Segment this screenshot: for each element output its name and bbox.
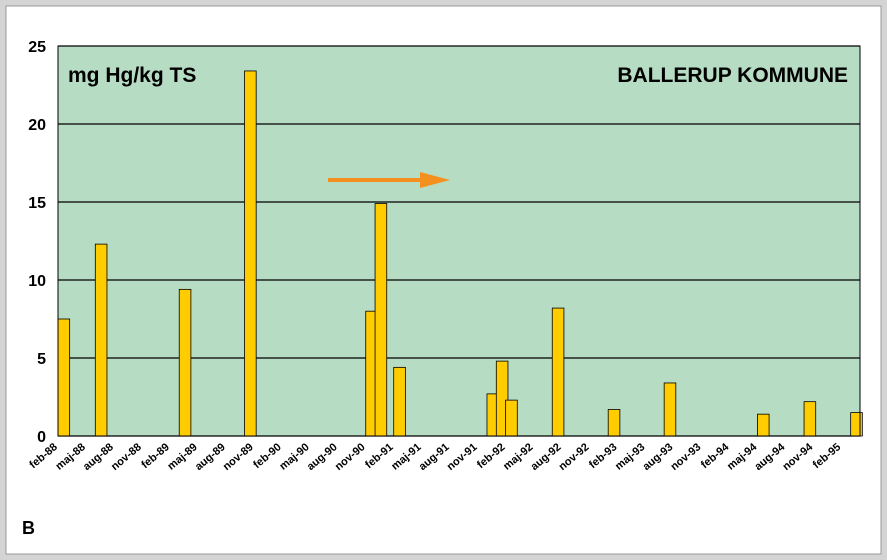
plot-background: [57, 45, 861, 437]
arrow: [328, 172, 450, 188]
plot-area: 0510152025feb-88maj-88aug-88nov-88feb-89…: [27, 39, 863, 473]
bar: [505, 399, 518, 437]
arrow-head: [420, 172, 450, 188]
y-tick-label: 5: [37, 351, 46, 368]
y-tick-label: 25: [28, 39, 46, 56]
title-annotation: BALLERUP KOMMUNE: [617, 64, 848, 87]
bar: [244, 70, 257, 437]
unit-annotation: mg Hg/kg TS: [68, 64, 196, 87]
y-tick-label: 10: [28, 273, 46, 290]
bar: [663, 382, 677, 437]
bar: [803, 401, 817, 437]
y-tick-label: 20: [28, 117, 46, 134]
y-tick-label: 15: [28, 195, 46, 212]
panel-label: B: [22, 518, 35, 538]
bar: [607, 409, 621, 437]
y-tick-label: 0: [37, 429, 46, 446]
bar: [57, 318, 71, 437]
plot-border: [57, 45, 861, 437]
bar: [94, 243, 108, 437]
bar: [757, 413, 770, 437]
bar: [374, 203, 388, 437]
bar: [393, 366, 406, 437]
bar: [178, 288, 192, 437]
bar: [551, 307, 565, 437]
bar: [850, 412, 863, 437]
